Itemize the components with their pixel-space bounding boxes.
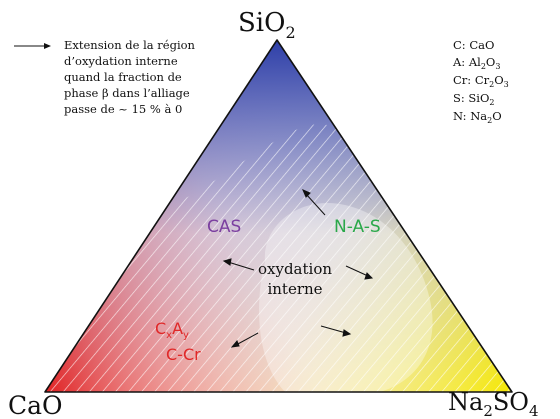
extension-arrows	[222, 189, 374, 348]
abbrev-c: C: CaO	[453, 38, 494, 52]
vertex-na2so4: Na2SO4	[448, 388, 539, 419]
label-cas: CAS	[207, 217, 241, 237]
abbreviation-list: C: CaO A: Al2O3 Cr: Cr2O3 S: SiO2 N: Na2…	[452, 38, 509, 125]
arrow-icon-lower-right	[320, 325, 352, 337]
arrow-icon-lower-left	[230, 332, 259, 348]
triangle-outline	[44, 39, 513, 393]
vertex-sio2: SiO2	[238, 8, 296, 42]
abbrev-n: N: Na2O	[453, 109, 502, 125]
arrow-icon-left	[222, 258, 255, 271]
arrow-icon-right-down	[345, 265, 374, 280]
label-cxay: CxAy	[155, 319, 189, 341]
label-internal-oxidation-1: oxydation	[258, 260, 332, 278]
legend-arrow-icon	[14, 43, 51, 49]
label-internal-oxidation-2: interne	[267, 280, 322, 298]
label-nas: N-A-S	[334, 217, 381, 237]
abbrev-a: A: Al2O3	[452, 55, 500, 71]
vertex-cao: CaO	[8, 391, 63, 419]
arrow-icon-up	[302, 189, 326, 216]
abbrev-cr: Cr: Cr2O3	[453, 73, 509, 89]
abbrev-s: S: SiO2	[453, 91, 495, 107]
label-ccr: C-Cr	[166, 345, 201, 364]
legend-text: Extension de la région d’oxydation inter…	[64, 38, 199, 116]
internal-oxidation-region	[259, 203, 433, 392]
